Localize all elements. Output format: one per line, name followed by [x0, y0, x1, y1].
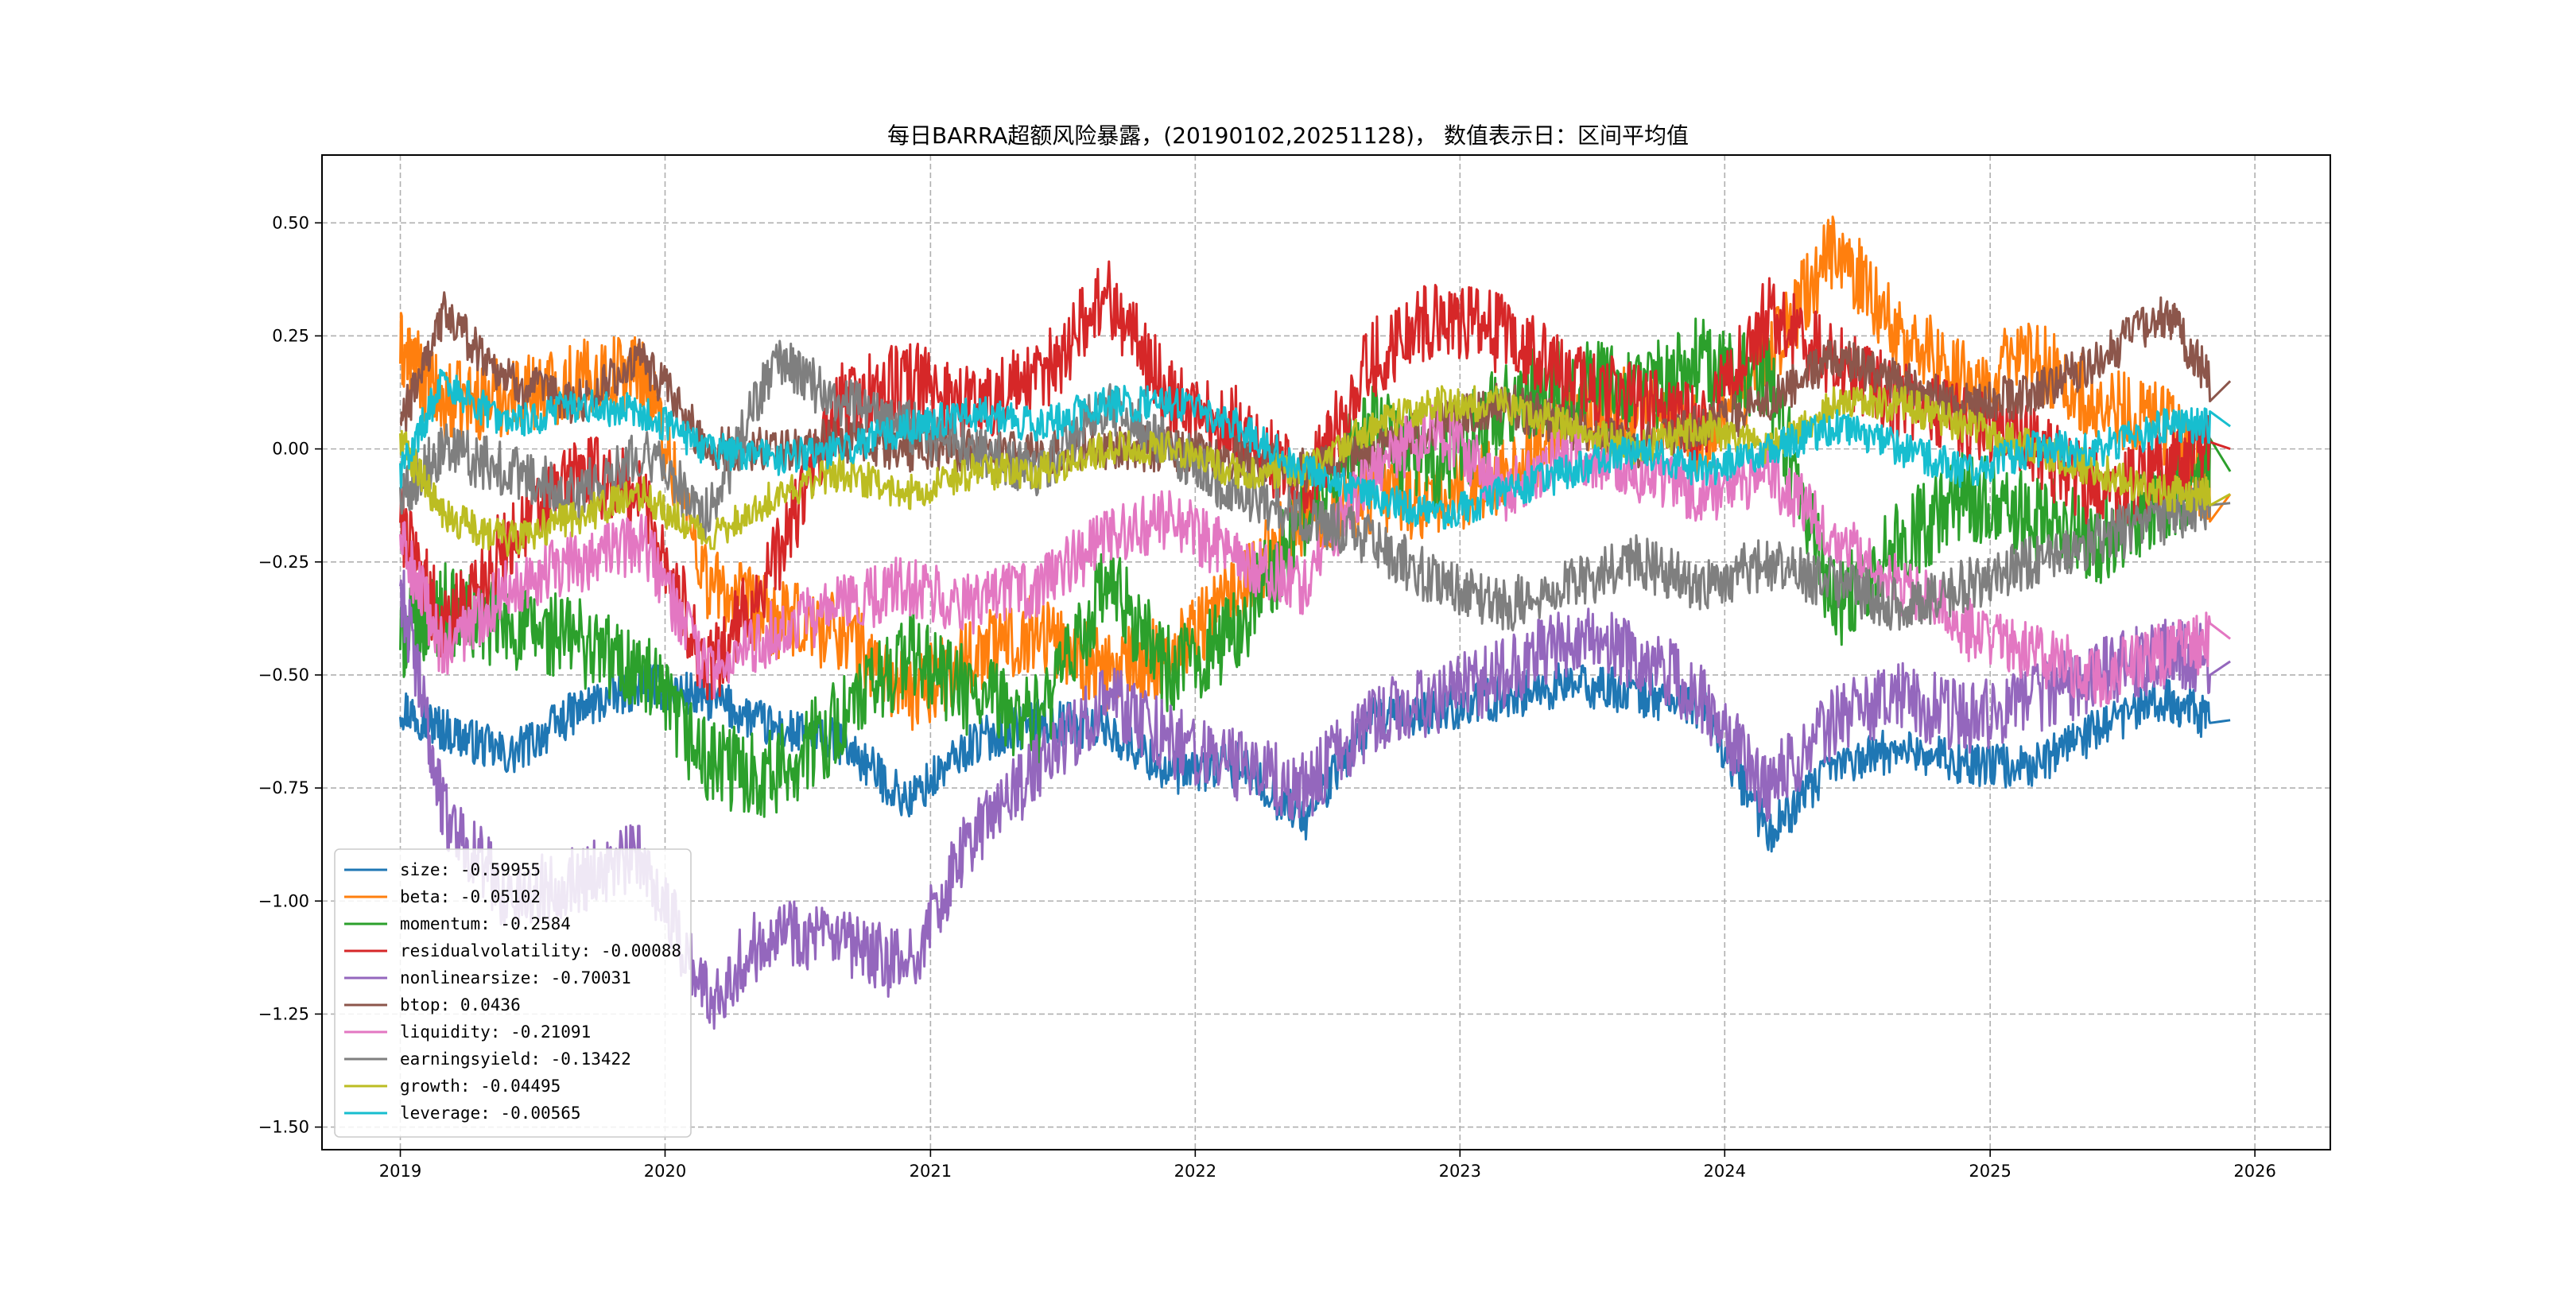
- x-tick-label: 2023: [1439, 1162, 1481, 1181]
- y-tick-label: 0.00: [272, 440, 309, 459]
- x-tick-label: 2022: [1174, 1162, 1216, 1181]
- series-line-momentum: [399, 317, 2232, 818]
- x-tick-label: 2019: [379, 1162, 421, 1181]
- y-tick-label: 0.25: [272, 326, 309, 345]
- series-line-earningsyield: [399, 339, 2231, 632]
- legend-label-leverage: leverage: -0.00565: [400, 1104, 581, 1123]
- legend-label-momentum: momentum: -0.2584: [400, 914, 571, 933]
- x-tick-label: 2020: [644, 1162, 686, 1181]
- series-layer: [399, 215, 2232, 1030]
- chart-title: 每日BARRA超额风险暴露，(20190102,20251128)， 数值表示日…: [887, 122, 1689, 149]
- series-line-growth: [399, 385, 2231, 557]
- legend-label-btop: btop: 0.0436: [400, 995, 521, 1015]
- legend-label-liquidity: liquidity: -0.21091: [400, 1022, 591, 1042]
- y-tick-label: 0.50: [272, 213, 309, 232]
- y-tick-label: −0.25: [258, 553, 309, 572]
- legend-label-nonlinearsize: nonlinearsize: -0.70031: [400, 968, 631, 987]
- y-tick-label: −1.50: [258, 1118, 309, 1137]
- axis-layer: 0.50 0.25 0.00 −0.25 −0.50 −0.75 −1.00 −1.25 −1.…: [258, 213, 2276, 1181]
- legend-label-residualvolatility: residualvolatility: -0.00088: [400, 941, 681, 960]
- x-tick-label: 2026: [2233, 1162, 2275, 1181]
- legend-label-beta: beta: -0.05102: [400, 887, 541, 906]
- x-tick-label: 2025: [1969, 1162, 2011, 1181]
- legend-label-growth: growth: -0.04495: [400, 1077, 561, 1096]
- y-tick-label: −0.75: [258, 778, 309, 797]
- legend: size: -0.59955 beta: -0.05102 momentum: -0…: [334, 848, 692, 1138]
- legend-label-size: size: -0.59955: [400, 860, 541, 879]
- y-tick-label: −1.00: [258, 891, 309, 910]
- plot-frame: [321, 154, 2331, 1150]
- y-tick-label: −1.25: [258, 1004, 309, 1023]
- x-tick-label: 2024: [1704, 1162, 1746, 1181]
- series-line-leverage: [399, 368, 2231, 530]
- x-tick-label: 2021: [910, 1162, 952, 1181]
- legend-label-earningsyield: earningsyield: -0.13422: [400, 1050, 631, 1069]
- legend-box: [334, 848, 692, 1138]
- y-tick-label: −0.50: [258, 665, 309, 685]
